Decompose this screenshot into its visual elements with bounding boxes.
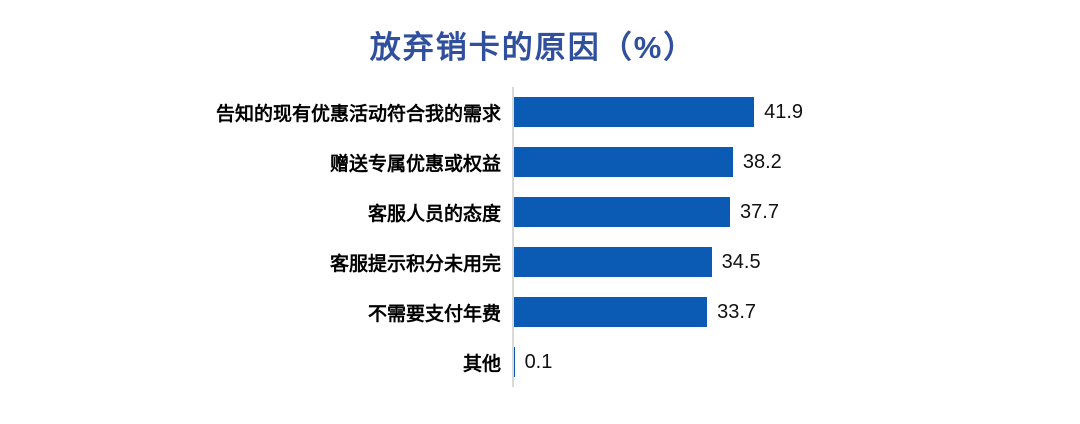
plot-area: 37.7: [512, 187, 1080, 237]
bar-chart: 告知的现有优惠活动符合我的需求 41.9 赠送专属优惠或权益 38.2 客服人员…: [0, 87, 1080, 387]
bar-row: 告知的现有优惠活动符合我的需求 41.9: [0, 87, 1080, 137]
value-label: 38.2: [742, 150, 782, 173]
category-label: 告知的现有优惠活动符合我的需求: [215, 103, 501, 125]
category-label: 赠送专属优惠或权益: [329, 153, 501, 175]
value-label: 34.5: [721, 250, 761, 273]
chart-title: 放弃销卡的原因（%）: [369, 30, 697, 65]
plot-area: 38.2: [512, 137, 1080, 187]
bar: [514, 347, 515, 377]
value-label: 37.7: [740, 200, 779, 223]
bar: [514, 297, 708, 327]
category-label: 客服提示积分未用完: [329, 253, 501, 275]
plot-area: 41.9: [512, 87, 1080, 137]
value-label: 41.9: [764, 100, 804, 123]
category-label: 不需要支付年费: [367, 303, 501, 325]
plot-area: 33.7: [512, 287, 1080, 337]
bar-row: 客服提示积分未用完 34.5: [0, 237, 1080, 287]
bar-row: 其他 0.1: [0, 337, 1080, 387]
value-label: 33.7: [717, 300, 757, 323]
bar: [514, 197, 731, 227]
bar: [514, 247, 712, 277]
plot-area: 0.1: [512, 337, 1080, 387]
bar-row: 赠送专属优惠或权益 38.2: [0, 137, 1080, 187]
value-label: 0.1: [524, 350, 553, 373]
bar: [514, 147, 733, 177]
bar-row: 不需要支付年费 33.7: [0, 287, 1080, 337]
category-label: 其他: [462, 353, 501, 375]
bar-row: 客服人员的态度 37.7: [0, 187, 1080, 237]
category-label: 客服人员的态度: [367, 203, 501, 225]
bar: [514, 97, 755, 127]
plot-area: 34.5: [512, 237, 1080, 287]
